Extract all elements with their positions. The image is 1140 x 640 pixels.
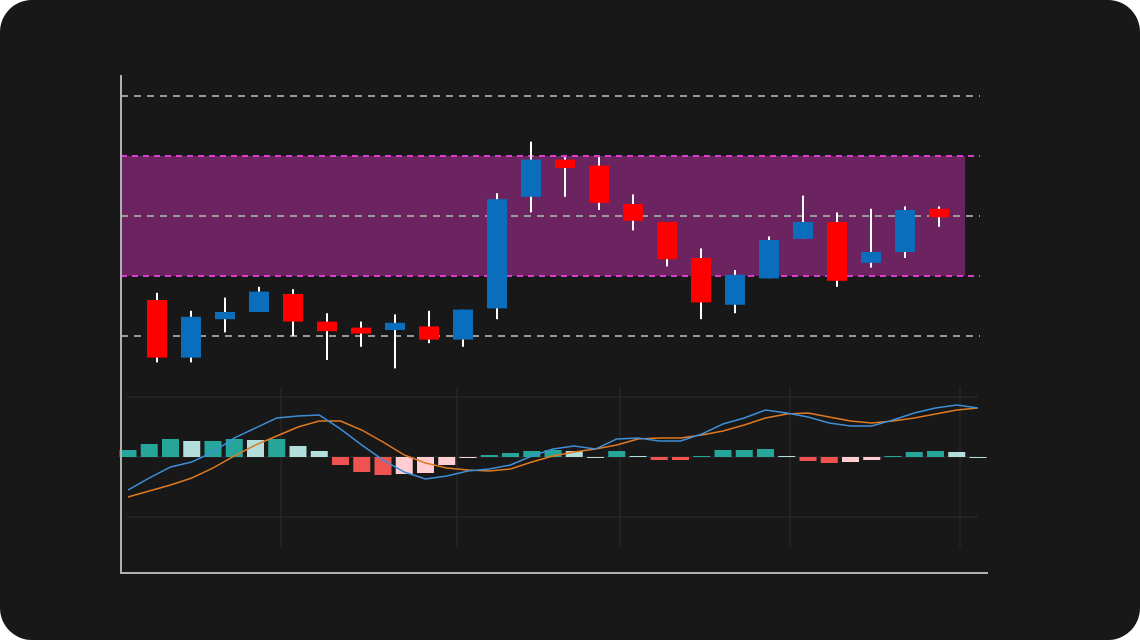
histogram-bar (757, 449, 774, 457)
histogram-bar (693, 456, 711, 457)
macd-line (127, 404, 979, 491)
histogram-bar (353, 457, 371, 472)
histogram-bar (587, 457, 604, 458)
candle-body (929, 208, 949, 218)
candle-body (215, 312, 235, 320)
histogram-bar (629, 456, 647, 457)
candle-body (589, 165, 609, 203)
histogram-bar (948, 452, 966, 457)
histogram-bar (672, 457, 689, 460)
histogram-bar (183, 441, 201, 457)
histogram-bar (650, 457, 668, 460)
candle-body (521, 159, 541, 197)
candle-body (181, 316, 201, 358)
histogram-bar (140, 444, 158, 457)
histogram-bar (969, 457, 987, 458)
histogram-bar (565, 451, 583, 457)
histogram-bar (714, 450, 732, 457)
histogram-bar (820, 457, 838, 463)
histogram-bar (905, 452, 923, 457)
candle-body (691, 258, 711, 303)
histogram-bar (247, 440, 264, 457)
histogram-bar (289, 446, 307, 457)
histogram-bar (799, 457, 817, 461)
candle-body (283, 294, 303, 322)
candle-body (657, 222, 677, 260)
histogram-bar (374, 457, 392, 475)
candle-body (419, 326, 439, 340)
histogram-bar (332, 457, 349, 465)
candle-body (827, 222, 847, 281)
candle-body (623, 204, 643, 221)
candle-body (759, 240, 779, 279)
candle-body (351, 327, 371, 334)
histogram-bar (927, 451, 944, 457)
histogram-bar (842, 457, 859, 462)
histogram-bar (268, 439, 286, 457)
candle-body (861, 252, 881, 263)
histogram-bar (310, 451, 328, 457)
candle-body (793, 222, 813, 239)
candle-body (385, 322, 405, 330)
histogram-bar (119, 450, 137, 457)
histogram-bar (884, 456, 902, 457)
histogram-bar (480, 455, 498, 457)
histogram-bar (608, 451, 626, 457)
histogram-bar (778, 456, 796, 457)
histogram-bar (863, 457, 881, 460)
histogram-bar (225, 439, 243, 457)
histogram-bar (459, 457, 477, 458)
candle-body (487, 199, 507, 309)
candle-body (453, 309, 473, 340)
candle-body (725, 274, 745, 305)
candle-body (895, 210, 915, 252)
histogram-bar (438, 457, 456, 465)
histogram-bar (523, 451, 541, 457)
signal-line (127, 407, 979, 498)
candle-body (555, 159, 575, 168)
histogram-bar (735, 450, 753, 457)
histogram-bar (162, 439, 179, 457)
histogram-bar (204, 441, 222, 457)
candle-body (249, 291, 269, 312)
histogram-bar (502, 453, 519, 457)
histogram-bar (544, 450, 562, 457)
candle-body (147, 300, 167, 358)
candle-body (317, 321, 337, 332)
